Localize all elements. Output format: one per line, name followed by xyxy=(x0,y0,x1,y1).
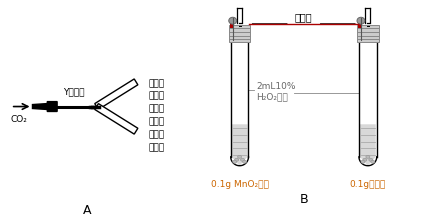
Ellipse shape xyxy=(363,158,367,161)
Text: 紫色石: 紫色石 xyxy=(149,92,165,101)
Text: 蕌纸条: 蕌纸条 xyxy=(149,143,165,152)
Text: H₂O₂溶液: H₂O₂溶液 xyxy=(256,93,288,102)
Ellipse shape xyxy=(241,158,244,161)
Ellipse shape xyxy=(369,158,373,161)
Bar xyxy=(358,21,362,28)
Ellipse shape xyxy=(233,160,236,163)
Ellipse shape xyxy=(371,160,375,163)
Text: 紫色石: 紫色石 xyxy=(149,130,165,139)
Text: 干燥的: 干燥的 xyxy=(149,79,165,88)
Bar xyxy=(357,25,379,42)
Ellipse shape xyxy=(357,17,365,24)
Text: CO₂: CO₂ xyxy=(11,116,27,124)
Text: 0.1g MnO₂粉末: 0.1g MnO₂粉末 xyxy=(211,180,269,189)
Ellipse shape xyxy=(235,158,239,161)
Text: 红墨水: 红墨水 xyxy=(295,12,313,22)
Polygon shape xyxy=(360,124,376,166)
Text: 湿润的: 湿润的 xyxy=(149,117,165,126)
Ellipse shape xyxy=(229,17,236,24)
Ellipse shape xyxy=(238,155,242,158)
Polygon shape xyxy=(232,124,247,166)
Polygon shape xyxy=(33,102,57,112)
Ellipse shape xyxy=(366,155,370,158)
Text: Y形导管: Y形导管 xyxy=(63,88,85,97)
Text: 蕌纸条: 蕌纸条 xyxy=(149,104,165,114)
Ellipse shape xyxy=(242,160,247,163)
Text: A: A xyxy=(82,204,91,217)
Text: 0.1g水泥块: 0.1g水泥块 xyxy=(350,180,386,189)
Polygon shape xyxy=(95,79,138,110)
Bar xyxy=(230,21,233,28)
Text: 2mL10%: 2mL10% xyxy=(256,82,296,91)
Ellipse shape xyxy=(361,160,365,163)
Bar xyxy=(229,25,250,42)
Text: B: B xyxy=(299,193,308,206)
Polygon shape xyxy=(95,104,138,134)
